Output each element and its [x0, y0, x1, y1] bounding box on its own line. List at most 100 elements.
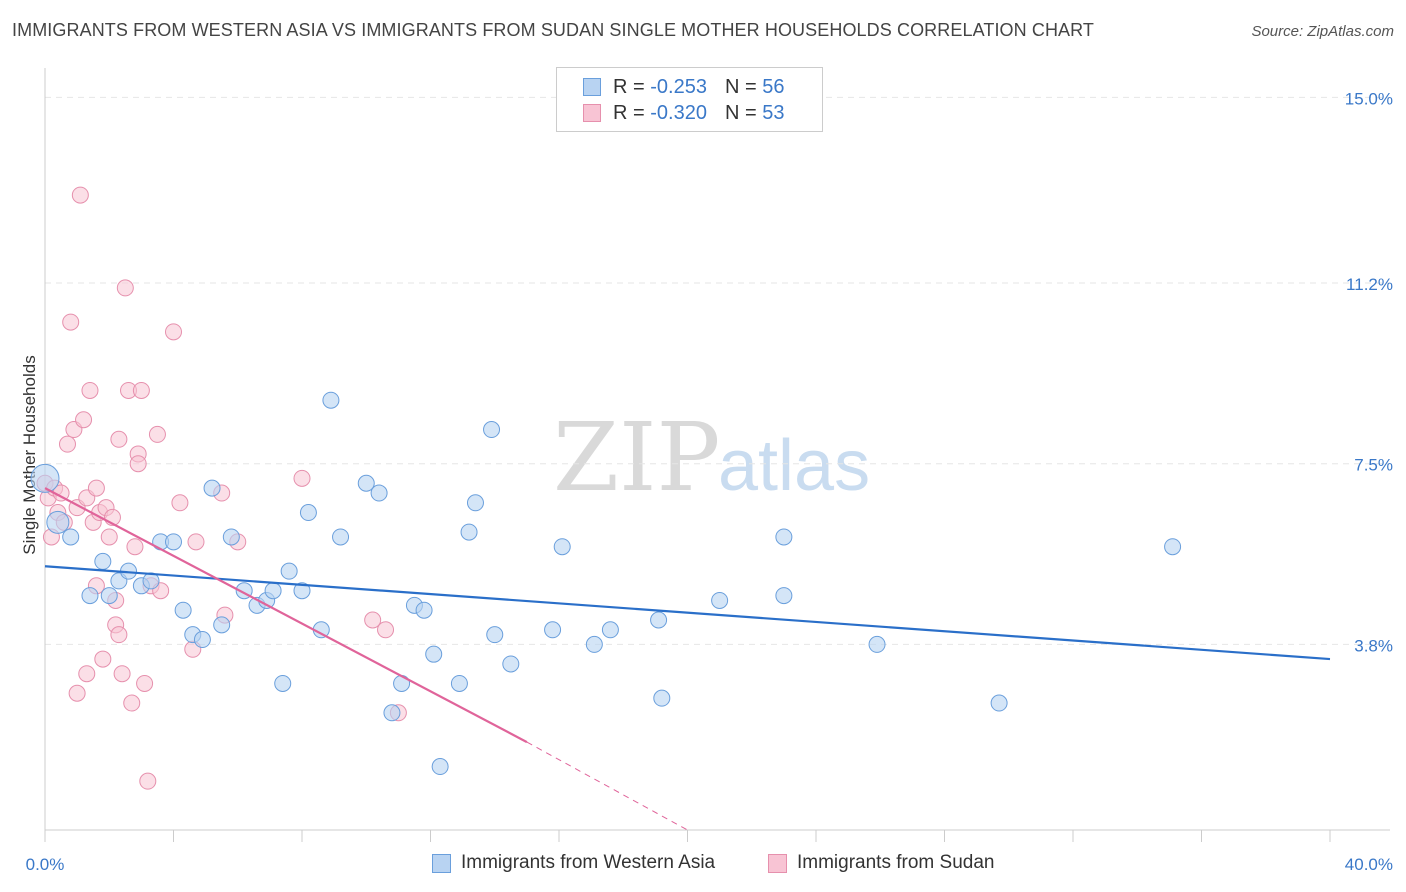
western-asia-point	[775, 528, 793, 546]
western-asia-point	[370, 484, 388, 502]
western-asia-point	[466, 494, 484, 512]
sudan-point	[62, 313, 80, 331]
western-asia-point	[274, 674, 292, 692]
sudan-point	[148, 425, 166, 443]
sudan-points	[36, 186, 407, 790]
sudan-point	[94, 650, 112, 668]
western-asia-point	[425, 645, 443, 663]
y-tick-label: 11.2%	[1346, 275, 1393, 294]
western-asia-point	[601, 621, 619, 639]
watermark: ZIP atlas	[553, 403, 870, 513]
legend-label: Immigrants from Sudan	[797, 852, 995, 873]
n-value: 56	[762, 75, 785, 98]
sudan-point	[132, 381, 150, 399]
western-asia-point	[415, 601, 433, 619]
sudan-point	[71, 186, 89, 204]
sudan-trend-extension	[526, 741, 688, 831]
western-asia-point	[544, 621, 562, 639]
sudan-swatch	[583, 104, 601, 122]
western-asia-point	[868, 635, 886, 653]
western-asia-point	[502, 655, 520, 673]
sudan-point	[116, 279, 134, 297]
western-asia-point	[650, 611, 668, 629]
western-asia-point	[62, 528, 80, 546]
western-asia-point	[585, 635, 603, 653]
western-asia-point	[293, 582, 311, 600]
western-asia-point	[431, 758, 449, 776]
western-asia-point	[990, 694, 1008, 712]
western-asia-point	[203, 479, 221, 497]
western-asia-point	[332, 528, 350, 546]
western-asia-point	[711, 591, 729, 609]
sudan-point	[75, 411, 93, 429]
western-asia-point	[383, 704, 401, 722]
sudan-point	[58, 435, 76, 453]
western-asia-point	[280, 562, 298, 580]
axes	[44, 68, 1390, 842]
western-asia-point	[1164, 538, 1182, 556]
western-asia-point	[450, 674, 468, 692]
y-tick-label: 3.8%	[1354, 636, 1393, 655]
western-asia-point	[100, 587, 118, 605]
western-asia-point	[222, 528, 240, 546]
sudan-point	[123, 694, 141, 712]
r-value: -0.320	[650, 101, 707, 124]
western-asia-point	[81, 587, 99, 605]
legend-item-western-asia: Immigrants from Western Asia	[432, 852, 715, 874]
sudan-point	[293, 469, 311, 487]
western-asia-point	[553, 538, 571, 556]
western-asia-points	[30, 391, 1182, 776]
y-tick-label: 7.5%	[1354, 456, 1393, 475]
western-asia-point	[165, 533, 182, 551]
sudan-point	[364, 611, 382, 629]
y-tick-labels: 3.8% 7.5% 11.2% 15.0%	[1345, 89, 1393, 655]
western-asia-point	[775, 587, 793, 605]
watermark-atlas: atlas	[718, 426, 870, 506]
trend-lines	[44, 487, 1331, 831]
western-asia-point	[94, 552, 112, 570]
correlation-legend: R = -0.253 N = 56 R = -0.320 N = 53	[556, 67, 823, 132]
n-label: N =	[724, 101, 757, 124]
sudan-point	[129, 455, 147, 473]
r-label: R =	[613, 75, 645, 98]
sudan-point	[136, 674, 154, 692]
sudan-point	[110, 430, 128, 448]
x-tick-labels: 0.0% 40.0%	[26, 855, 1393, 874]
sudan-legend-swatch	[768, 853, 787, 873]
western-asia-point	[299, 504, 317, 522]
r-value: -0.253	[650, 75, 707, 98]
sudan-trend-line	[44, 487, 528, 744]
western-asia-point	[46, 510, 70, 534]
legend-row-western-asia: R = -0.253 N = 56	[583, 75, 784, 99]
source-label: Source: ZipAtlas.com	[1251, 23, 1394, 40]
x-tick-label: 0.0%	[26, 855, 65, 874]
western-asia-point	[460, 523, 478, 541]
sudan-point	[139, 772, 157, 790]
sudan-point	[100, 528, 118, 546]
y-tick-label: 15.0%	[1345, 89, 1393, 108]
legend-item-sudan: Immigrants from Sudan	[768, 852, 994, 874]
n-value: 53	[762, 101, 785, 124]
watermark-zip: ZIP	[553, 403, 720, 513]
western-asia-legend-swatch	[432, 853, 451, 873]
western-asia-point	[213, 616, 231, 634]
sudan-point	[87, 479, 105, 497]
sudan-point	[78, 665, 96, 683]
western-asia-point	[174, 601, 192, 619]
sudan-point	[110, 626, 128, 644]
sudan-point	[68, 684, 86, 702]
sudan-point	[113, 665, 131, 683]
r-label: R =	[613, 101, 645, 124]
sudan-point	[126, 538, 144, 556]
sudan-point	[377, 621, 395, 639]
n-label: N =	[724, 75, 757, 98]
x-tick-label: 40.0%	[1345, 855, 1393, 874]
legend-label: Immigrants from Western Asia	[461, 852, 716, 873]
sudan-point	[187, 533, 205, 551]
western-asia-trend-line	[44, 565, 1331, 661]
western-asia-point	[264, 582, 282, 600]
sudan-point	[165, 323, 182, 341]
grid-lines	[45, 96, 1390, 645]
legend-row-sudan: R = -0.320 N = 53	[583, 101, 784, 125]
